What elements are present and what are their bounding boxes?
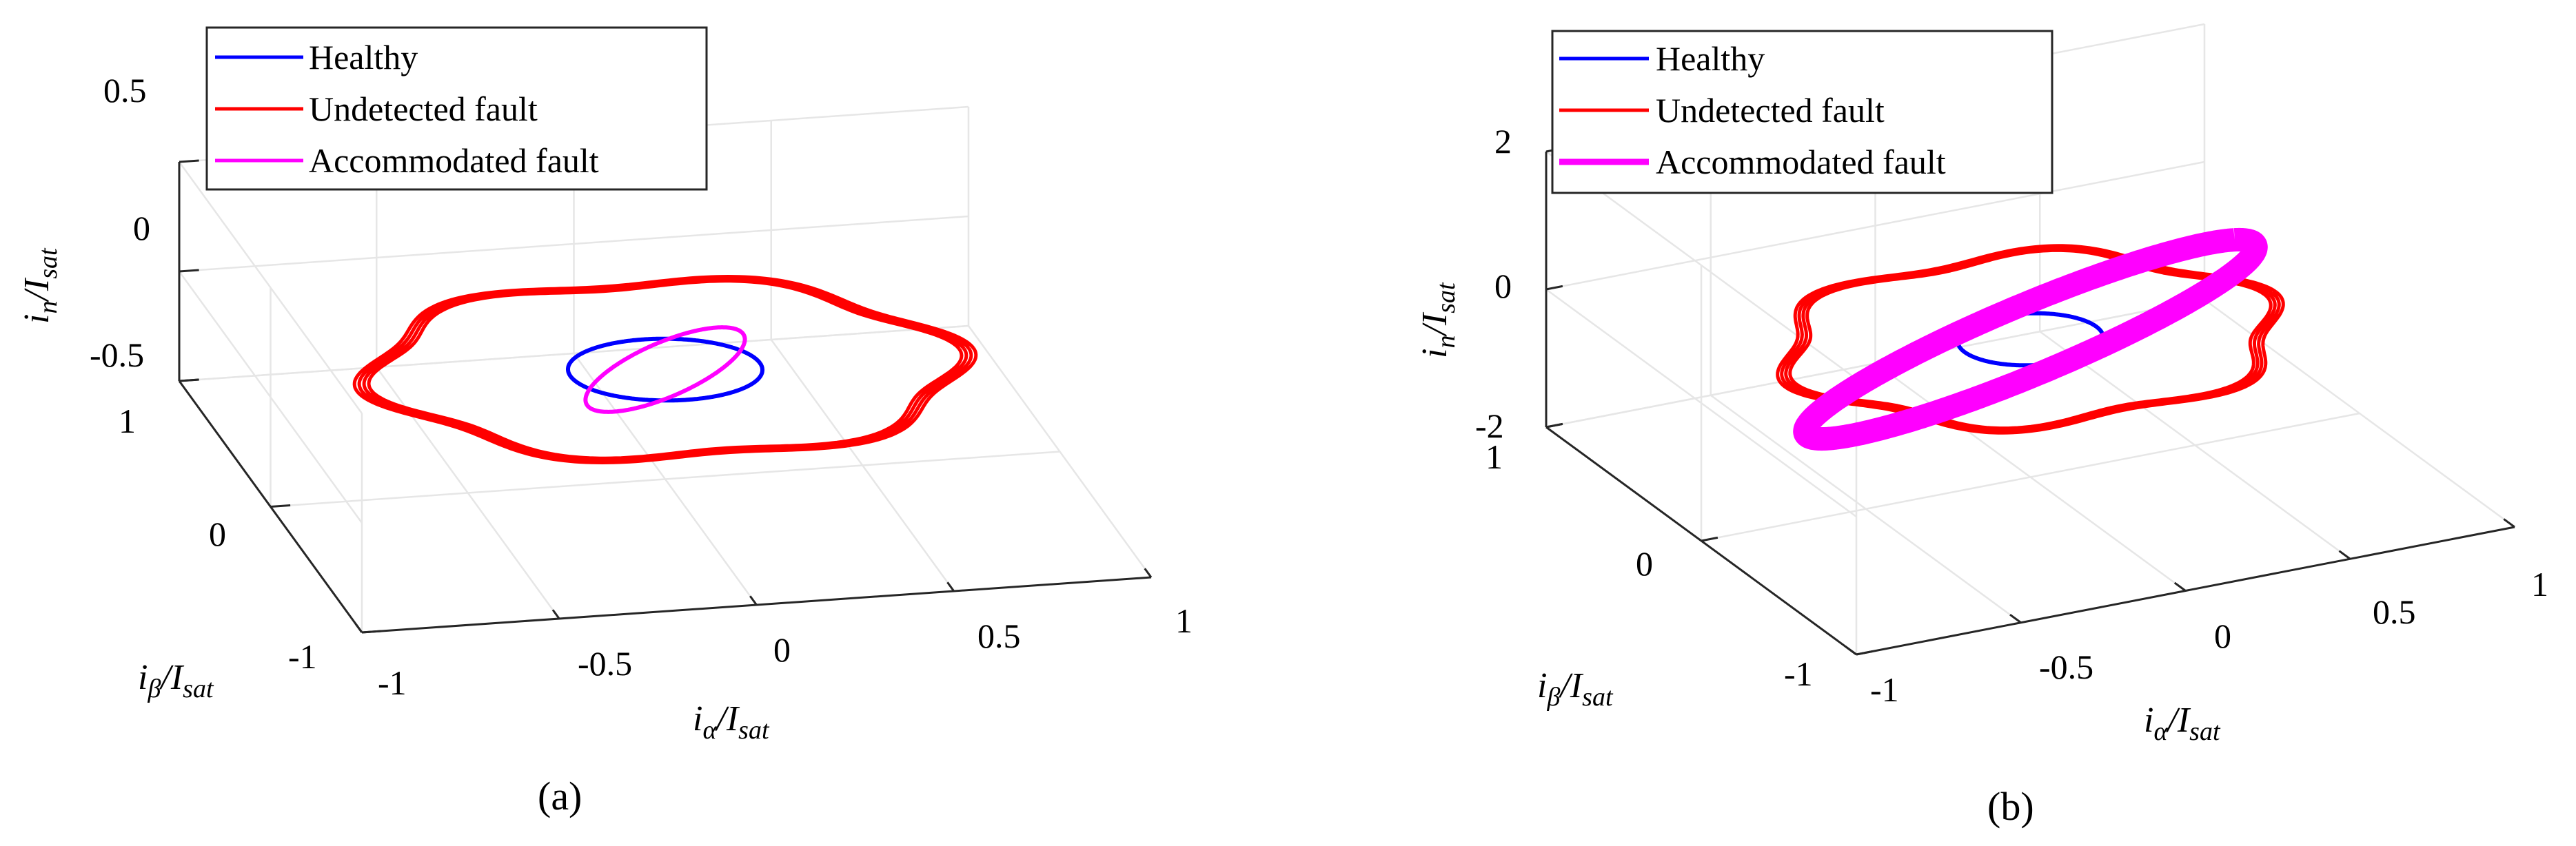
- panel-b-ztick-2: 2: [1494, 122, 1512, 161]
- panel-b-xtick-mark-0: [1845, 646, 1857, 656]
- panel-b-ztick-mark-0: [1545, 422, 1563, 429]
- panel-b-series-accommodated-fault: [1793, 227, 2268, 451]
- panel-a-legend: Healthy Undetected fault Accommodated fa…: [205, 26, 708, 191]
- panel-a-ztick-mark-1: [179, 269, 199, 273]
- panel-b-xtick-0: 0: [2214, 617, 2231, 655]
- panel-a-xtick-mark-3: [946, 581, 955, 592]
- panel-a-xtick-mark-4: [1144, 568, 1153, 578]
- panel-a-xtick-mark-1: [551, 609, 560, 619]
- panel-a-axes: [178, 159, 1153, 634]
- panel-b-xtick-neg0.5: -0.5: [2039, 648, 2093, 686]
- panel-a-xtick-1: 1: [1175, 601, 1193, 640]
- panel-a-xlabel: iα/Isat: [693, 699, 770, 745]
- panel-a-xtick-neg1: -1: [378, 663, 407, 702]
- panel-a-grid-zl-1: [178, 271, 363, 524]
- panel-b-caption: (b): [1987, 784, 2034, 829]
- panel-b-xtick-1: 1: [2531, 565, 2548, 603]
- panel-a-xtick-mark-0: [354, 623, 363, 633]
- panel-b: 2 0 -2 1 0 -1 -1 -0.5 0 0.5 1 iα/Isat iβ…: [1415, 23, 2548, 829]
- panel-b-xtick-mark-3: [2338, 550, 2351, 560]
- panel-a-grid-zl-2: [178, 161, 363, 414]
- panel-b-xtick-mark-4: [2503, 518, 2515, 528]
- panel-b-ytick-neg1: -1: [1784, 654, 1813, 693]
- panel-b-axes: [1545, 147, 2515, 656]
- panel-a-legend-label-accommodated: Accommodated fault: [309, 141, 599, 180]
- panel-a-ytick-1: 1: [119, 402, 136, 440]
- panel-a-series: [352, 275, 978, 464]
- panel-a-series-healthy: [566, 336, 764, 403]
- panel-b-ytick-mark-1: [1701, 536, 1718, 542]
- panel-b-ztick-neg2: -2: [1475, 406, 1504, 445]
- panel-a-grid-y-1: [270, 451, 1060, 508]
- panel-b-ytick-1: 1: [1485, 437, 1503, 476]
- panel-b-ztick-0: 0: [1494, 267, 1512, 305]
- panel-a-ytick-neg1: -1: [288, 637, 317, 676]
- panel-a-grid-zb-0: [179, 324, 969, 382]
- panel-b-ytick-mark-0: [1856, 650, 1874, 656]
- panel-a-series-accommodated-fault: [583, 325, 747, 414]
- panel-b-xtick-0.5: 0.5: [2373, 592, 2416, 631]
- panel-b-series-undetected-fault: [1776, 244, 2285, 435]
- panel-a-zlabel: in/Isat: [17, 247, 63, 324]
- panel-a-ztick-neg0.5: -0.5: [90, 336, 144, 374]
- panel-a-xtick-0: 0: [773, 630, 791, 669]
- panel-b-legend-label-accommodated: Accommodated fault: [1656, 143, 1946, 181]
- panel-b-ztick-mark-1: [1545, 285, 1563, 291]
- panel-b-xtick-mark-2: [2173, 581, 2187, 592]
- panel-b-xlabel: iα/Isat: [2144, 701, 2221, 746]
- panel-a-ytick-mark-0: [361, 630, 382, 634]
- panel-a-ztick-mark-2: [179, 159, 199, 163]
- panel-b-ytick-0: 0: [1636, 544, 1653, 583]
- panel-b-xtick-mark-1: [2009, 613, 2022, 623]
- panel-a-ztick-mark-0: [179, 378, 199, 382]
- panel-a-xtick-neg0.5: -0.5: [578, 644, 632, 683]
- panel-b-grid-zb-1: [1545, 161, 2205, 291]
- panel-a-xtick-mark-2: [749, 595, 758, 606]
- panel-b-series: [1776, 227, 2285, 451]
- panel-a-ytick-mark-1: [270, 504, 291, 508]
- panel-a-legend-label-undetected: Undetected fault: [309, 90, 538, 128]
- panel-b-ylabel: iβ/Isat: [1537, 666, 1614, 712]
- panel-b-zlabel: in/Isat: [1415, 282, 1461, 358]
- panel-b-legend-label-healthy: Healthy: [1656, 39, 1765, 78]
- panel-a-ylabel: iβ/Isat: [138, 658, 214, 703]
- panel-a-xtick-0.5: 0.5: [977, 617, 1021, 655]
- panel-a-ztick-0.5: 0.5: [103, 71, 147, 110]
- panel-a: 0.5 0 -0.5 1 0 -1 -1 -0.5 0 0.5 1 iα/Isa…: [17, 26, 1193, 818]
- panel-b-xtick-neg1: -1: [1870, 670, 1899, 709]
- panel-a-grid-zb-1: [179, 215, 969, 273]
- panel-a-series-undetected-fault: [352, 275, 978, 464]
- panel-b-legend-label-undetected: Undetected fault: [1656, 91, 1885, 130]
- panel-a-ztick-0: 0: [133, 209, 150, 247]
- panel-a-caption: (a): [538, 774, 582, 818]
- panel-a-ytick-0: 0: [209, 515, 226, 553]
- panel-b-grid-zl-1: [1545, 288, 1857, 518]
- panel-a-legend-label-healthy: Healthy: [309, 38, 418, 76]
- panel-b-legend: Healthy Undetected fault Accommodated fa…: [1551, 30, 2053, 194]
- panel-b-grid-y-1: [1701, 412, 2360, 542]
